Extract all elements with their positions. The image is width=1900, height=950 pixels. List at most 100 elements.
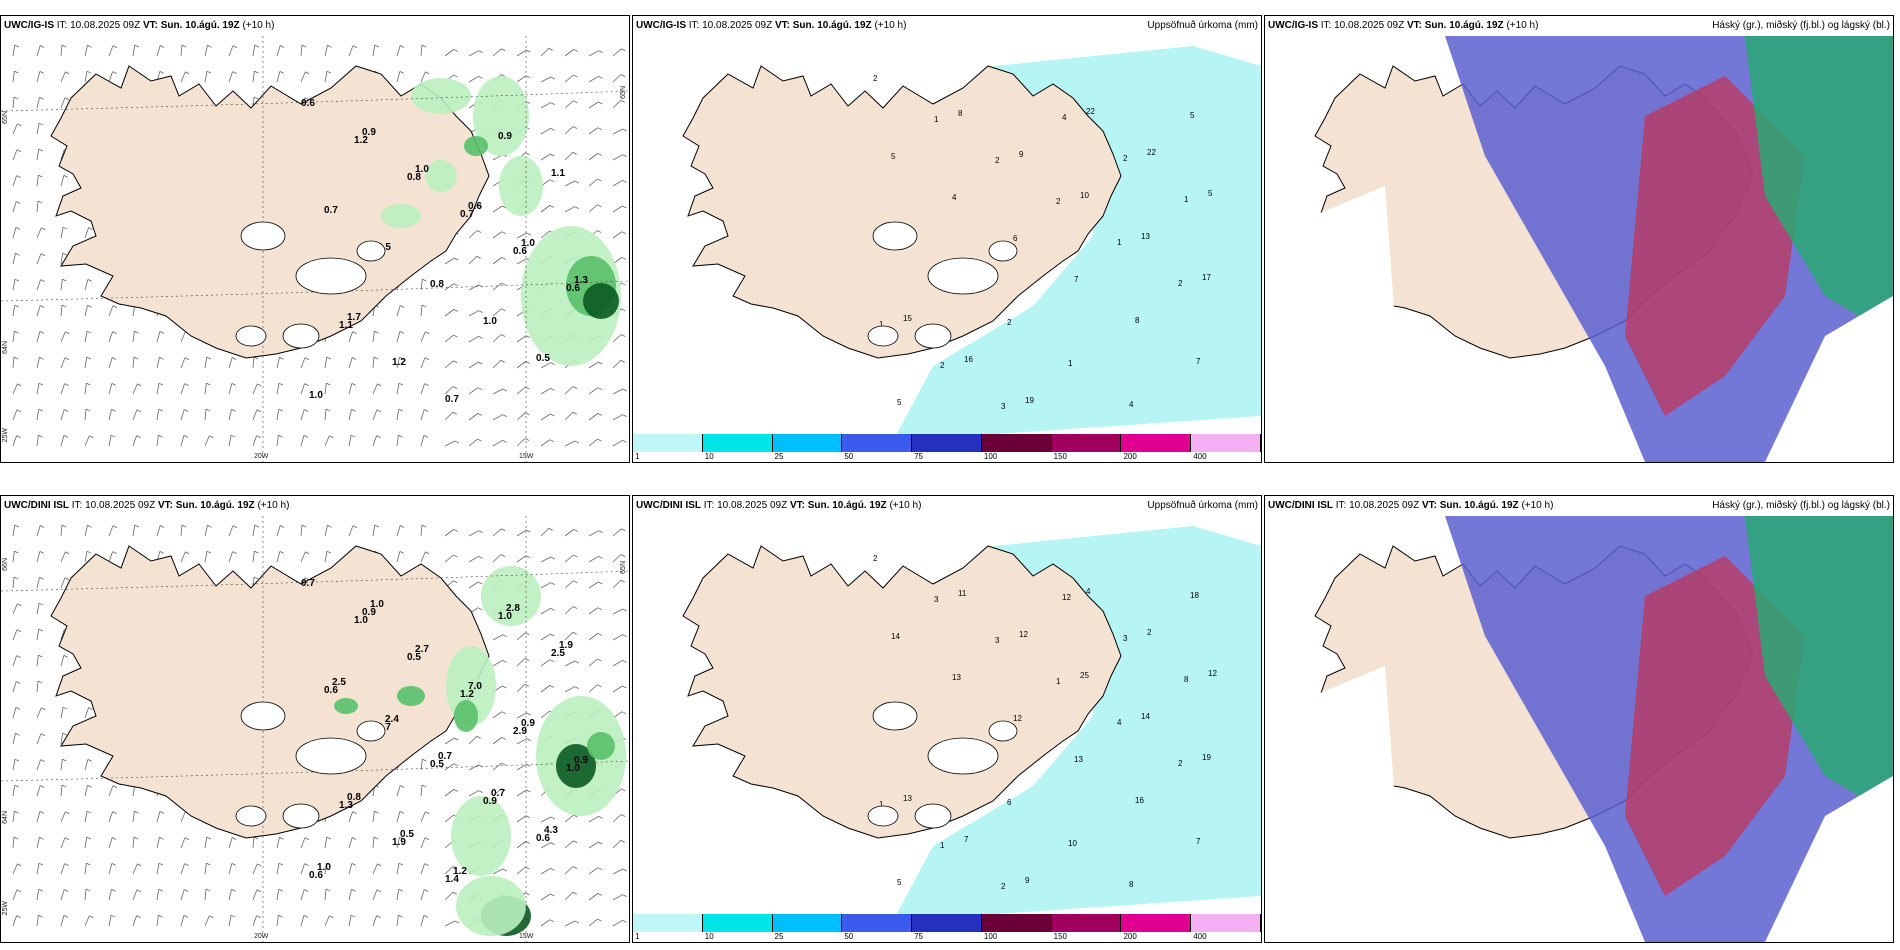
- wind-barb-tick: [622, 388, 627, 392]
- wind-barb: [348, 383, 353, 395]
- wind-barb-tick: [350, 914, 356, 918]
- wind-barb: [540, 413, 551, 421]
- accum-value-label: 4: [1117, 718, 1122, 727]
- wind-barb: [420, 409, 425, 421]
- wind-barb-tick: [15, 732, 20, 736]
- wind-barb-tick: [278, 888, 283, 892]
- colorbar-swatch: [981, 914, 1052, 932]
- accum-value-label: 3: [1123, 634, 1128, 643]
- wind-barb: [540, 582, 551, 589]
- accum-value-label: 19: [1025, 396, 1034, 405]
- wind-barb-tick: [550, 816, 555, 820]
- wind-barb: [12, 97, 15, 109]
- wind-barb-tick: [597, 127, 603, 131]
- wind-barb-tick: [185, 71, 190, 75]
- wind-barb: [396, 305, 401, 317]
- wind-barb: [492, 762, 502, 771]
- accum-value-label: 1: [940, 841, 945, 850]
- wind-barb: [540, 387, 551, 395]
- wind-barb: [276, 889, 280, 901]
- wind-barb: [276, 45, 281, 57]
- wind-barb-tick: [253, 576, 259, 580]
- wind-barb-tick: [502, 634, 507, 638]
- wind-barb: [276, 357, 280, 369]
- wind-barb-tick: [209, 435, 214, 439]
- wind-barb-tick: [304, 863, 309, 866]
- wind-barb: [516, 555, 527, 563]
- wind-barb: [540, 556, 551, 563]
- accum-value-label: 5: [1190, 111, 1195, 120]
- wind-barb: [324, 383, 327, 395]
- accum-value-label: 5: [897, 398, 902, 407]
- precip-value-label: 0.7: [445, 394, 459, 405]
- wind-barb-tick: [597, 438, 602, 442]
- wind-barb-tick: [184, 383, 189, 386]
- wind-barb: [468, 387, 479, 395]
- wind-barb: [36, 71, 41, 83]
- wind-barb: [516, 361, 527, 369]
- wind-barb-tick: [111, 408, 116, 412]
- wind-barb: [84, 435, 90, 447]
- colorbar-swatch: [912, 434, 982, 452]
- wind-barb-tick: [572, 866, 578, 869]
- wind-barb-tick: [206, 836, 211, 840]
- wind-barb: [300, 551, 306, 563]
- wind-barb-tick: [421, 524, 427, 528]
- wind-barb-tick: [303, 915, 309, 918]
- wind-barb-tick: [89, 915, 94, 919]
- wind-barb-tick: [38, 602, 44, 606]
- wind-barb: [564, 411, 574, 421]
- wind-barb-tick: [422, 758, 427, 762]
- wind-barb: [372, 331, 375, 343]
- wind-barb-tick: [621, 48, 626, 52]
- wind-barb-tick: [622, 205, 627, 209]
- wind-barb-tick: [89, 435, 94, 439]
- wind-barb: [588, 530, 599, 537]
- wind-barb: [60, 45, 63, 57]
- wind-barb-tick: [620, 99, 625, 103]
- glacier: [356, 240, 386, 262]
- wind-barb: [156, 383, 160, 395]
- wind-barb: [108, 409, 112, 421]
- wind-barb-tick: [253, 356, 259, 360]
- valid-time: Sun. 10.ágú. 19Z: [175, 500, 255, 511]
- wind-barb: [60, 837, 66, 849]
- wind-barb-tick: [374, 330, 379, 334]
- wind-barb: [588, 633, 599, 641]
- wind-barb-tick: [478, 361, 483, 365]
- wind-barb-tick: [159, 331, 165, 334]
- panel-header: UWC/DINI ISL IT: 10.08.2025 09Z VT: Sun.…: [1265, 496, 1893, 516]
- wind-barb: [84, 279, 89, 291]
- wind-barb: [108, 383, 113, 395]
- wind-barb: [492, 257, 503, 265]
- iceland-landmass: [682, 545, 1122, 839]
- accum-value-label: 1: [1056, 677, 1061, 686]
- precip-value-label: 1.2: [392, 357, 406, 368]
- wind-barb: [156, 863, 160, 875]
- wind-barb-tick: [501, 737, 506, 740]
- wind-barb: [444, 920, 455, 927]
- wind-barb: [612, 579, 622, 589]
- accum-value-label: 4: [1086, 587, 1091, 596]
- wind-barb: [444, 283, 455, 291]
- wind-barb-tick: [572, 126, 578, 129]
- wind-barb: [300, 915, 305, 927]
- wind-barb-tick: [39, 96, 44, 100]
- wind-barb-tick: [453, 763, 459, 767]
- glaciers: [235, 701, 386, 829]
- wind-barb: [228, 45, 234, 57]
- wind-barb-tick: [16, 435, 21, 438]
- precip-value-label: 0.5: [407, 652, 421, 663]
- wind-barb-tick: [14, 304, 19, 308]
- wind-barb-tick: [181, 524, 187, 528]
- wind-barb: [36, 97, 40, 109]
- wind-barb: [540, 685, 551, 693]
- wind-barb-tick: [112, 551, 117, 554]
- wind-barb: [84, 551, 88, 563]
- precip-value-label: 0.5: [536, 353, 550, 364]
- accum-value-label: 12: [1208, 669, 1217, 678]
- wind-barb-tick: [550, 582, 555, 586]
- wind-barb-tick: [573, 49, 578, 52]
- wind-barb-tick: [525, 361, 530, 364]
- wind-barb: [444, 866, 454, 875]
